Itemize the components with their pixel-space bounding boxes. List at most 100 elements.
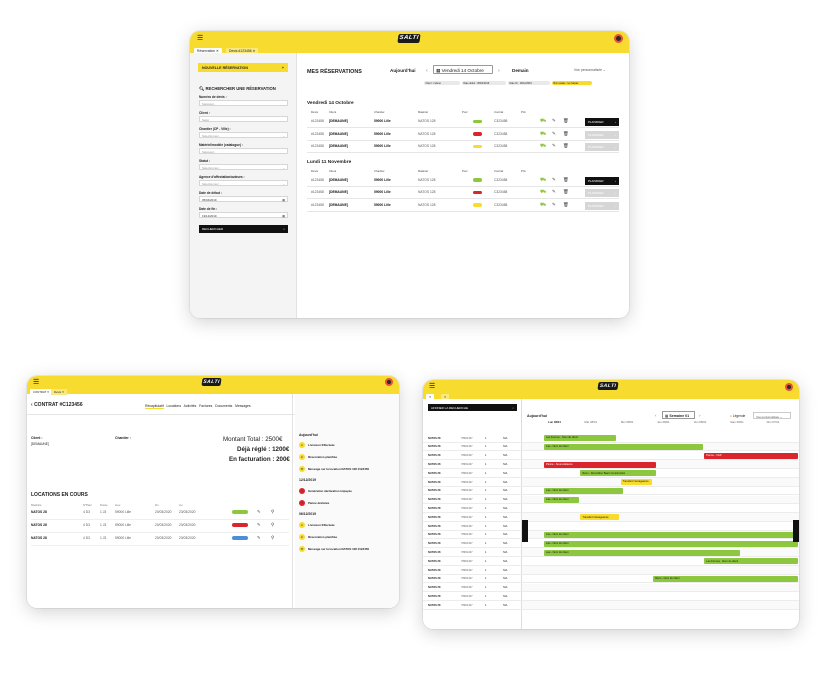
tab-invoices[interactable]: Factures [199, 404, 213, 408]
site-select[interactable]: Sélectionnez... ⌄ [199, 132, 288, 138]
status-select[interactable]: Sélectionnez... ⌄ [199, 164, 288, 170]
edit-icon[interactable]: ✎ [552, 201, 556, 207]
tab-reservation[interactable]: Réservation ✕ [194, 47, 222, 54]
plan-button[interactable]: PLANIFIER › [585, 189, 619, 197]
planning-bar[interactable]: Les Fermes - Nom du client [704, 558, 798, 565]
tab-activities[interactable]: Activités [183, 404, 197, 408]
planning-bar[interactable]: Panne - VGP [704, 452, 798, 459]
machine-row[interactable]: NATOS 28 78961437 1 NIA [423, 504, 522, 513]
tab-documents[interactable]: Documents [215, 404, 233, 408]
machine-row[interactable]: NATOS 28 78961437 1 NIA [423, 469, 522, 478]
edit-icon[interactable]: ✎ [552, 143, 556, 148]
edit-icon[interactable]: ✎ [552, 118, 556, 123]
edit-icon[interactable]: ✎ [257, 522, 261, 527]
edit-icon[interactable]: ✎ [552, 176, 556, 182]
trash-icon[interactable]: 🗑︎ [563, 189, 569, 194]
plan-button[interactable]: PLANIFIER › [585, 201, 619, 210]
machine-row[interactable]: NATOS 28 78961437 1 NIA [423, 566, 522, 575]
edit-icon[interactable]: ✎ [552, 189, 556, 194]
machine-row[interactable]: NATOS 28 78961437 1 NIA [423, 434, 522, 443]
edit-icon[interactable]: ✎ [552, 130, 556, 136]
filter-chip[interactable]: Bon réalisé : les Salsas [552, 81, 592, 85]
planning-bar[interactable]: Transfert Intérageance [580, 514, 620, 521]
trash-icon[interactable]: 🗑︎ [563, 118, 569, 123]
plan-button[interactable]: PLANIFIER › [585, 143, 619, 151]
planning-bar[interactable]: Lau - Nom du client [544, 488, 624, 494]
planning-bar[interactable]: Lau - Nom du client [544, 540, 798, 547]
machine-row[interactable]: NATOS 28 78961437 1 NIA [423, 557, 522, 566]
reservation-row[interactable]: #123458 [DEMAUNE] 59000 Lille NATOS 128 C323… [307, 141, 619, 153]
machine-row[interactable]: NATOS 28 78961437 1 NIA [423, 443, 522, 452]
tab-locations[interactable]: Locations [166, 404, 182, 408]
machine-row[interactable]: NATOS 28 78961437 1 NIA [423, 601, 522, 610]
machine-row[interactable]: NATOS 28 78961437 1 NIA [423, 575, 522, 584]
reservation-row[interactable]: #123458 [DEMAUNE] 59000 Lille NATOS 128 C323… [307, 200, 619, 212]
chevron-right-icon[interactable]: › [699, 413, 701, 418]
truck-icon[interactable]: ⛟ [540, 118, 547, 124]
machine-row[interactable]: NATOS 28 78961437 1 NIA [423, 592, 522, 601]
truck-icon[interactable]: ⛟ [540, 130, 547, 137]
tab-quote[interactable]: Devis ✕ [51, 389, 68, 396]
machine-row[interactable]: NATOS 28 78961437 1 NIA [423, 548, 522, 557]
user-avatar[interactable] [385, 378, 393, 386]
truck-icon[interactable]: ⛟ [540, 189, 547, 195]
trash-icon[interactable]: 🗑︎ [563, 143, 569, 148]
legend-button[interactable]: ● Légende [730, 414, 746, 418]
trash-icon[interactable]: 🗑︎ [563, 176, 569, 182]
planning-bar[interactable]: Lau - Nom du client [544, 532, 798, 538]
machine-row[interactable]: NATOS 28 78961437 1 NIA [423, 478, 522, 487]
filter-chip[interactable]: Client : indéné [424, 81, 460, 85]
new-reservation-button[interactable]: NOUVELLE RÉSERVATION + [198, 63, 288, 72]
agency-select[interactable]: Sélectionnez... ⌄ [199, 180, 288, 186]
truck-icon[interactable]: ⛟ [540, 201, 547, 208]
refine-search-button[interactable]: AFFINER LA RECHERCHE ⌕ [428, 404, 517, 411]
planning-bar[interactable]: Lau - Nom du client [544, 496, 580, 503]
menu-icon[interactable]: ☰ [33, 379, 40, 386]
filter-chip[interactable]: Date fin : 19/12/2019 [508, 81, 550, 85]
reservation-row[interactable]: #123458 [DEMAUNE] 59000 Lille NATOS 128 C323… [307, 129, 619, 141]
week-picker[interactable]: ▦ Semaine 01 [662, 411, 695, 419]
reservation-row[interactable]: #123458 [DEMAUNE] 59000 Lille NATOS 128 C323… [307, 187, 619, 199]
client-input[interactable]: Saisir [199, 116, 288, 122]
machine-row[interactable]: NATOS 28 78961437 1 NIA [423, 452, 522, 461]
machine-row[interactable]: NATOS 28 78961437 1 NIA [423, 487, 522, 496]
quote-number-input[interactable]: Saisissez... [199, 100, 288, 106]
machine-row[interactable]: NATOS 28 78961437 1 NIA [423, 540, 522, 549]
search-button[interactable]: RECHERCHER ⌕ [199, 225, 288, 233]
planning-bar[interactable]: Lau - Nom du client [544, 444, 704, 450]
nav-today-button[interactable]: Aujourd'hui [390, 68, 416, 73]
view-select[interactable]: Vue personnalisée ⌄ [574, 68, 606, 72]
scroll-left-handle[interactable] [522, 520, 528, 542]
planning-bar[interactable]: Récu - Nom du client [653, 576, 798, 582]
planning-bar[interactable]: Lau - Nom du client [544, 549, 740, 556]
view-select[interactable]: Vue personnalisée ⌄ [753, 412, 791, 419]
tab-home[interactable]: ✕ [426, 394, 435, 401]
filter-chip[interactable]: Date début : 05/04/2019 [462, 81, 506, 85]
tab-devis[interactable]: Devis #123456 ✕ [226, 47, 259, 54]
planning-bar[interactable]: Les Fermes - Nom du client [544, 435, 616, 442]
chevron-left-icon[interactable]: ‹ [31, 402, 33, 408]
tab-planning[interactable]: ✕ [441, 394, 450, 401]
plan-button[interactable]: PLANIFIER › [585, 130, 619, 139]
user-avatar[interactable] [785, 383, 793, 391]
link-icon[interactable]: ⚲ [271, 522, 275, 527]
tab-contract[interactable]: CONTRAT ✕ [30, 389, 53, 396]
trash-icon[interactable]: 🗑︎ [563, 130, 569, 136]
truck-icon[interactable]: ⛟ [540, 176, 547, 183]
start-date-input[interactable]: 05/04/2019 ▦ [199, 196, 288, 202]
tab-messages[interactable]: Messages [235, 404, 251, 408]
link-icon[interactable]: ⚲ [271, 509, 275, 514]
today-label[interactable]: Aujourd'hui [527, 414, 548, 418]
machine-row[interactable]: NATOS 28 78961437 1 NIA [423, 513, 522, 522]
plan-button[interactable]: PLANIFIER › [585, 118, 619, 126]
user-avatar[interactable] [614, 34, 623, 43]
machine-row[interactable]: NATOS 28 78961437 1 NIA [423, 460, 522, 469]
edit-icon[interactable]: ✎ [257, 509, 261, 514]
scroll-right-handle[interactable] [793, 520, 799, 542]
tab-recap[interactable]: Récapitulatif [145, 404, 164, 409]
chevron-left-icon[interactable]: ‹ [426, 68, 428, 74]
planning-bar[interactable]: Transfert Intérageance [620, 479, 653, 486]
material-input[interactable]: Saisissez... [199, 148, 288, 154]
trash-icon[interactable]: 🗑︎ [563, 201, 569, 207]
current-date-picker[interactable]: ▦ Vendredi 14 Octobre [433, 65, 493, 74]
